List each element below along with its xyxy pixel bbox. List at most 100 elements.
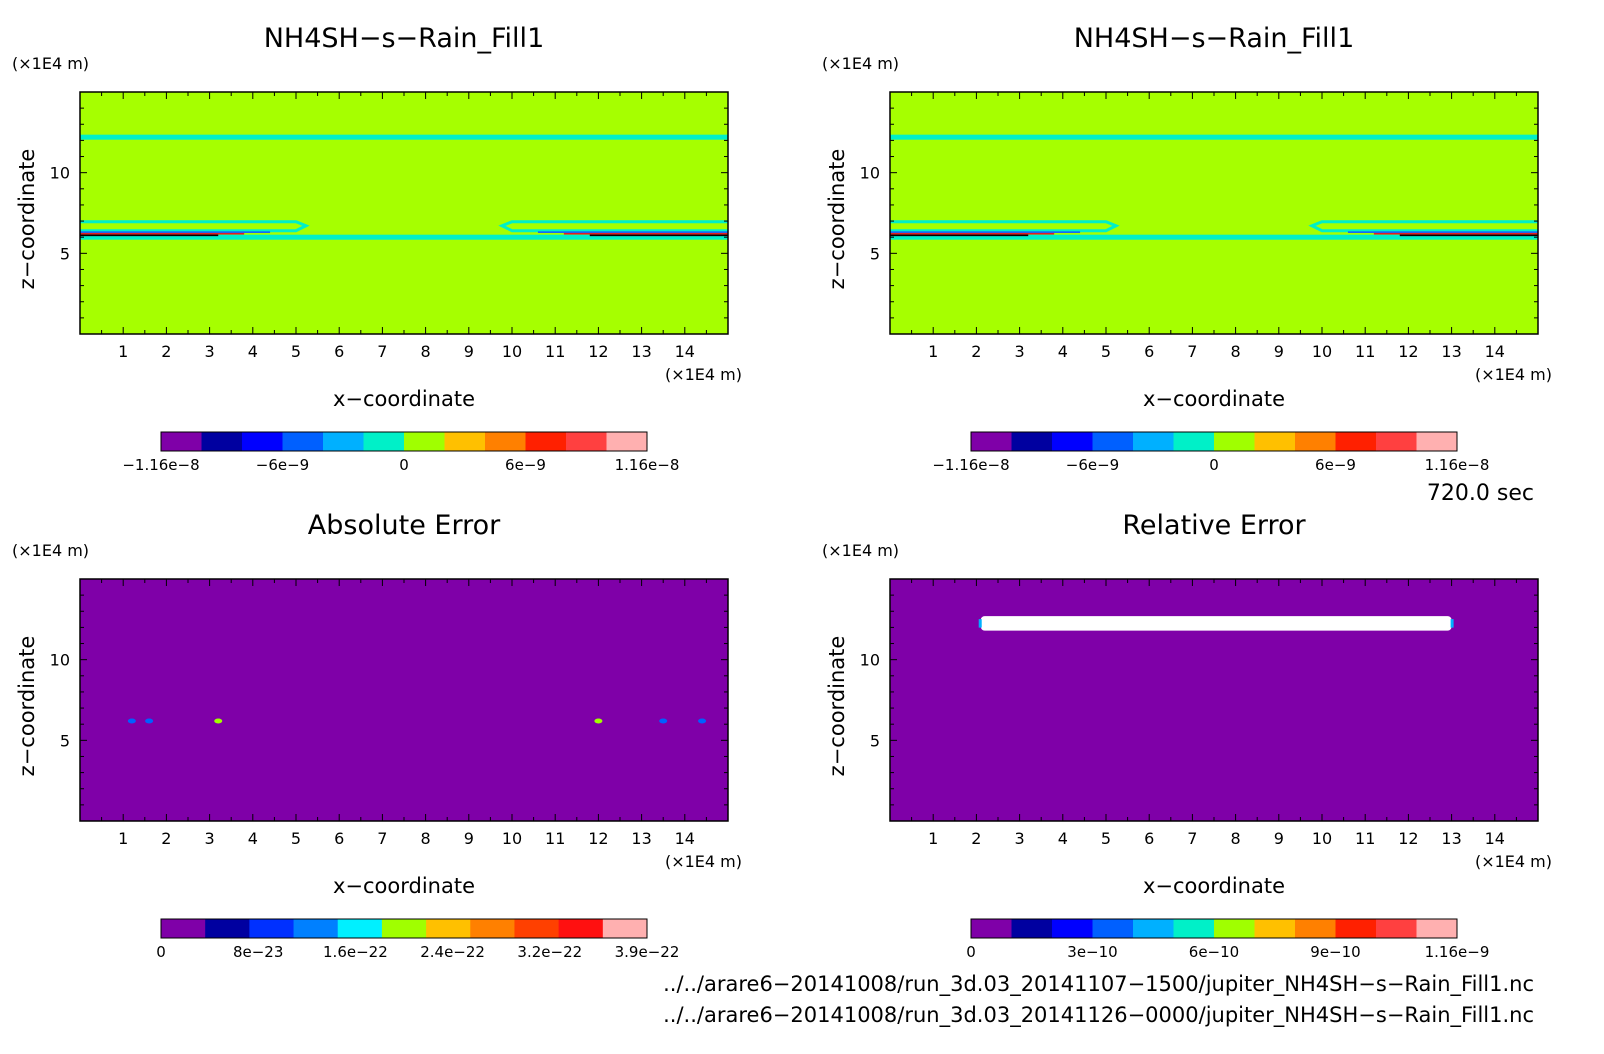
contour-layer bbox=[563, 232, 728, 235]
colorbar-swatch bbox=[1376, 432, 1417, 451]
x-axis-label: x−coordinate bbox=[1143, 874, 1285, 898]
chart-panel-1: NH4SH−s−Rain_Fill1(×1E4 m)(×1E4 m)1 2 3 4 5 6… bbox=[12, 23, 742, 474]
x-tick-label: 9 bbox=[1274, 829, 1284, 848]
plot-area bbox=[890, 579, 1538, 821]
contour-band bbox=[890, 134, 1538, 140]
colorbar-label: 6e−10 bbox=[1189, 943, 1239, 961]
x-tick-label: 11 bbox=[1355, 829, 1375, 848]
undefined-region bbox=[980, 616, 1452, 631]
x-tick-label: 6 bbox=[1144, 829, 1154, 848]
contour-layer bbox=[1373, 232, 1538, 235]
x-tick-label: 5 bbox=[291, 342, 301, 361]
error-spot bbox=[127, 718, 136, 724]
x-tick-label: 6 bbox=[334, 342, 344, 361]
x-tick-label: 9 bbox=[1274, 342, 1284, 361]
contour-band bbox=[80, 234, 728, 240]
colorbar-swatch bbox=[606, 432, 648, 451]
y-axis-label: z−coordinate bbox=[15, 636, 39, 777]
colorbar-swatch bbox=[1376, 919, 1417, 938]
x-tick-label: 7 bbox=[1187, 829, 1197, 848]
time-label: 720.0 sec bbox=[1427, 481, 1534, 506]
x-tick-label: 14 bbox=[675, 342, 695, 361]
colorbar-swatch bbox=[337, 919, 383, 938]
x-unit-label: (×1E4 m) bbox=[1475, 852, 1552, 871]
colorbar-swatch bbox=[1295, 919, 1336, 938]
x-tick-label: 4 bbox=[248, 829, 258, 848]
x-tick-label: 3 bbox=[205, 342, 215, 361]
x-tick-label: 2 bbox=[971, 342, 981, 361]
x-tick-label: 1 bbox=[118, 829, 128, 848]
x-tick-label: 5 bbox=[1101, 829, 1111, 848]
x-axis-label: x−coordinate bbox=[333, 874, 475, 898]
colorbar-swatch bbox=[1416, 919, 1458, 938]
x-tick-label: 8 bbox=[421, 342, 431, 361]
colorbar-swatch bbox=[1052, 919, 1093, 938]
colorbar-swatch bbox=[1173, 432, 1215, 451]
contour-layer bbox=[890, 234, 1029, 237]
x-tick-label: 11 bbox=[545, 829, 565, 848]
colorbar-label: 0 bbox=[399, 456, 409, 474]
colorbar-swatch bbox=[470, 919, 515, 938]
colorbar-swatch bbox=[1416, 432, 1458, 451]
colorbar-swatch bbox=[282, 432, 324, 451]
x-tick-label: 14 bbox=[1485, 342, 1505, 361]
chart-title: NH4SH−s−Rain_Fill1 bbox=[1074, 23, 1355, 54]
x-tick-label: 4 bbox=[248, 342, 258, 361]
x-tick-label: 3 bbox=[205, 829, 215, 848]
colorbar-frame bbox=[970, 918, 1458, 939]
contour-band bbox=[890, 234, 1538, 240]
x-tick-label: 2 bbox=[971, 829, 981, 848]
colorbar-label: 3.9e−22 bbox=[615, 943, 680, 961]
plot-area bbox=[80, 579, 728, 821]
colorbar-swatch bbox=[1133, 432, 1174, 451]
chart-title: NH4SH−s−Rain_Fill1 bbox=[264, 23, 545, 54]
colorbar-swatch bbox=[1011, 432, 1053, 451]
undefined-edge bbox=[1450, 619, 1454, 628]
colorbar-swatch bbox=[161, 432, 202, 451]
error-spot bbox=[659, 718, 668, 724]
colorbar-swatch bbox=[485, 432, 526, 451]
contour-layer bbox=[1322, 229, 1538, 232]
contour-band bbox=[80, 134, 728, 140]
colorbar-label: −6e−9 bbox=[256, 456, 309, 474]
contour-layer bbox=[537, 231, 728, 233]
file-path-2: ../../arare6−20141008/run_3d.03_20141126… bbox=[663, 1003, 1534, 1028]
x-unit-label: (×1E4 m) bbox=[665, 365, 742, 384]
x-tick-label: 6 bbox=[1144, 342, 1154, 361]
chart-title: Relative Error bbox=[1122, 510, 1306, 541]
colorbar-label: 3e−10 bbox=[1067, 943, 1117, 961]
colorbar-label: 0 bbox=[966, 943, 976, 961]
x-tick-label: 1 bbox=[928, 829, 938, 848]
y-tick-label: 5 bbox=[60, 731, 70, 750]
contour-layer bbox=[80, 234, 219, 237]
y-tick-label: 5 bbox=[60, 244, 70, 263]
x-tick-label: 10 bbox=[1312, 829, 1332, 848]
x-tick-label: 12 bbox=[588, 829, 608, 848]
x-tick-label: 1 bbox=[928, 342, 938, 361]
colorbar-label: 1.16e−8 bbox=[615, 456, 680, 474]
colorbar-swatch bbox=[971, 919, 1012, 938]
x-axis-label: x−coordinate bbox=[333, 387, 475, 411]
colorbar-frame bbox=[160, 431, 648, 452]
colorbar-swatch bbox=[1295, 432, 1336, 451]
x-tick-label: 11 bbox=[1355, 342, 1375, 361]
colorbar-swatch bbox=[426, 919, 471, 938]
x-tick-label: 8 bbox=[1231, 342, 1241, 361]
contour-layer bbox=[512, 229, 728, 232]
colorbar-swatch bbox=[1052, 432, 1093, 451]
y-axis-label: z−coordinate bbox=[825, 149, 849, 290]
x-tick-label: 2 bbox=[161, 829, 171, 848]
y-unit-label: (×1E4 m) bbox=[12, 541, 89, 560]
chart-panel-4: Relative Error(×1E4 m)(×1E4 m)1 2 3 4 5 6 7 8 9 1… bbox=[822, 510, 1552, 961]
undefined-edge bbox=[978, 619, 982, 628]
error-spot bbox=[145, 718, 154, 724]
y-axis-label: z−coordinate bbox=[825, 636, 849, 777]
file-path-1: ../../arare6−20141008/run_3d.03_20141107… bbox=[663, 972, 1534, 997]
x-tick-label: 10 bbox=[502, 829, 522, 848]
x-tick-label: 8 bbox=[421, 829, 431, 848]
x-tick-label: 4 bbox=[1058, 342, 1068, 361]
colorbar-label: 1.16e−9 bbox=[1425, 943, 1490, 961]
colorbar-label: 6e−9 bbox=[1315, 456, 1356, 474]
x-tick-label: 11 bbox=[545, 342, 565, 361]
colorbar-swatch bbox=[558, 919, 604, 938]
